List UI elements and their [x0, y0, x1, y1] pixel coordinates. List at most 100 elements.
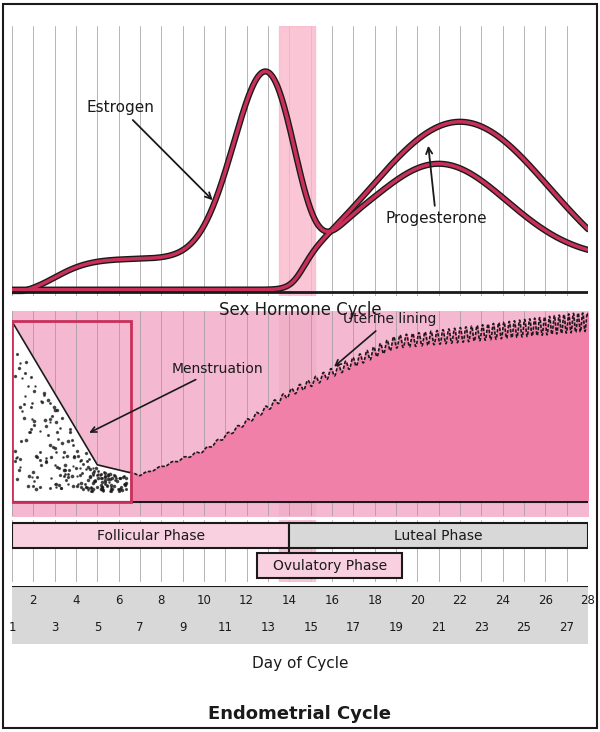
- Point: [11, 452, 20, 464]
- Point: [86, 482, 96, 493]
- Text: 15: 15: [303, 621, 318, 634]
- Point: [10, 370, 20, 382]
- Point: [68, 439, 78, 451]
- Point: [41, 455, 50, 467]
- Text: Day of Cycle: Day of Cycle: [252, 656, 348, 671]
- Bar: [289, 523, 588, 548]
- Point: [100, 467, 109, 479]
- Text: 23: 23: [474, 621, 489, 634]
- Point: [62, 450, 71, 462]
- Point: [19, 412, 29, 424]
- Point: [10, 445, 20, 457]
- Point: [41, 457, 51, 468]
- Point: [53, 426, 62, 438]
- Point: [17, 372, 27, 384]
- Point: [88, 469, 97, 481]
- Point: [89, 465, 98, 477]
- Point: [88, 483, 98, 495]
- Text: 5: 5: [94, 621, 101, 634]
- Point: [99, 466, 109, 478]
- Text: 19: 19: [389, 621, 404, 634]
- Point: [12, 348, 22, 359]
- Text: 21: 21: [431, 621, 446, 634]
- Point: [23, 480, 33, 492]
- Point: [113, 483, 123, 495]
- Point: [28, 466, 37, 477]
- Point: [27, 413, 37, 425]
- Point: [13, 452, 22, 463]
- Point: [16, 436, 26, 447]
- Point: [27, 471, 37, 483]
- Point: [110, 470, 119, 482]
- Text: 7: 7: [136, 621, 144, 634]
- Point: [80, 479, 90, 490]
- Point: [65, 426, 74, 438]
- Point: [56, 482, 66, 494]
- Point: [16, 461, 25, 473]
- Text: 6: 6: [115, 594, 122, 607]
- Text: 2: 2: [29, 594, 37, 607]
- Text: Luteal Phase: Luteal Phase: [394, 529, 483, 543]
- Point: [105, 468, 115, 480]
- Text: 9: 9: [179, 621, 187, 634]
- Point: [24, 470, 34, 482]
- Point: [97, 472, 106, 484]
- Point: [122, 472, 131, 484]
- Point: [67, 435, 77, 447]
- Point: [110, 469, 119, 481]
- Text: 16: 16: [325, 594, 340, 607]
- Point: [65, 423, 74, 435]
- Point: [40, 414, 50, 425]
- Text: 25: 25: [517, 621, 532, 634]
- Point: [77, 467, 87, 479]
- Point: [120, 479, 130, 490]
- Text: Uterine lining: Uterine lining: [335, 313, 436, 365]
- Point: [115, 473, 125, 485]
- Point: [76, 455, 85, 466]
- Point: [47, 410, 57, 422]
- Point: [107, 483, 116, 495]
- Point: [21, 434, 31, 446]
- Text: Sex Hormone Cycle: Sex Hormone Cycle: [218, 301, 382, 318]
- Point: [64, 464, 73, 476]
- Point: [59, 464, 69, 476]
- Point: [46, 451, 56, 463]
- Point: [54, 479, 64, 491]
- Point: [29, 416, 39, 427]
- Point: [68, 471, 77, 482]
- Point: [88, 468, 98, 479]
- Point: [103, 474, 113, 485]
- Point: [43, 429, 53, 441]
- Point: [94, 468, 103, 480]
- Point: [98, 484, 107, 496]
- Point: [41, 420, 51, 432]
- Point: [86, 463, 95, 474]
- Point: [81, 463, 91, 475]
- Point: [48, 441, 58, 453]
- Point: [71, 463, 81, 474]
- Point: [100, 474, 109, 485]
- Point: [96, 483, 106, 495]
- Point: [76, 477, 85, 489]
- Point: [51, 416, 61, 427]
- Point: [26, 424, 36, 436]
- Point: [23, 381, 33, 392]
- Point: [32, 450, 41, 462]
- Text: 8: 8: [158, 594, 165, 607]
- Point: [27, 397, 37, 408]
- Point: [96, 468, 106, 479]
- Point: [36, 459, 46, 471]
- Point: [29, 475, 38, 487]
- Point: [25, 427, 35, 438]
- Point: [43, 394, 53, 406]
- Point: [74, 479, 83, 490]
- Point: [52, 461, 62, 473]
- Point: [15, 357, 25, 369]
- Text: 28: 28: [581, 594, 595, 607]
- Point: [121, 477, 131, 489]
- Point: [24, 426, 34, 438]
- Point: [87, 485, 97, 497]
- Point: [14, 464, 24, 476]
- Point: [58, 451, 68, 463]
- Text: Ovulatory Phase: Ovulatory Phase: [273, 559, 387, 572]
